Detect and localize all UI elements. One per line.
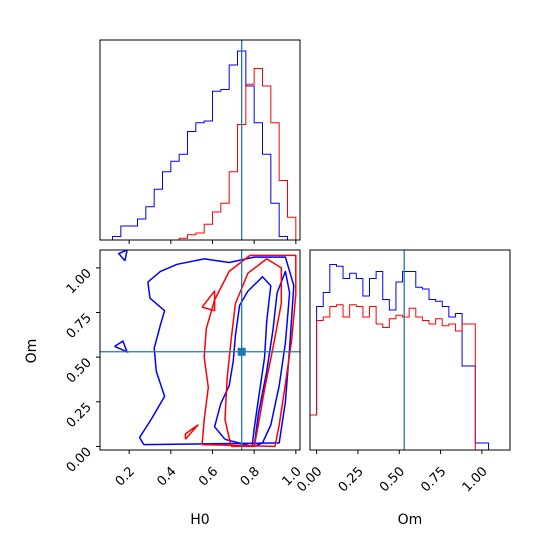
om-xtick-label: 0.00: [294, 464, 325, 495]
joint-yaxis-label: Om: [24, 339, 40, 364]
om-histogram-blue: [309, 264, 496, 451]
contour-red-6: [201, 290, 216, 312]
joint-contour-group: [114, 250, 297, 448]
om-xtick-label: 0.25: [336, 464, 367, 495]
contour-blue-0: [138, 256, 295, 446]
joint-ytick-label: 0.50: [64, 355, 95, 386]
joint-xtick-label: 0.6: [196, 464, 221, 489]
h0-marginal-frame: [99, 39, 301, 241]
om-marginal-frame: [309, 249, 511, 451]
contour-red-3: [201, 254, 297, 448]
joint-ytick-label: 0.25: [64, 400, 95, 431]
h0-histogram-blue: [112, 50, 296, 241]
contour-blue-2: [253, 270, 291, 448]
contour-blue-islet: [117, 250, 128, 262]
contour-red-4: [224, 258, 283, 448]
joint-ytick-label: 0.00: [64, 445, 95, 476]
joint-ytick-label: 0.75: [64, 311, 95, 342]
joint-xaxis-label: H0: [190, 512, 209, 528]
joint-frame: [99, 249, 301, 451]
om-histogram-red: [309, 304, 496, 451]
om-xtick-label: 0.75: [418, 464, 449, 495]
om-xtick-label: 1.00: [460, 464, 491, 495]
joint-ytick-label: 1.00: [64, 266, 95, 297]
joint-xtick-label: 0.2: [113, 464, 138, 489]
contour-red-5: [184, 424, 199, 440]
contour-blue-islet: [114, 339, 129, 354]
joint-xtick-label: 0.8: [238, 464, 263, 489]
om-xtick-label: 0.50: [377, 464, 408, 495]
contour-blue-1: [213, 276, 272, 448]
joint-xtick-label: 0.4: [154, 464, 179, 489]
om-xaxis-label: Om: [398, 512, 423, 528]
joint-truth-marker: [237, 347, 246, 356]
